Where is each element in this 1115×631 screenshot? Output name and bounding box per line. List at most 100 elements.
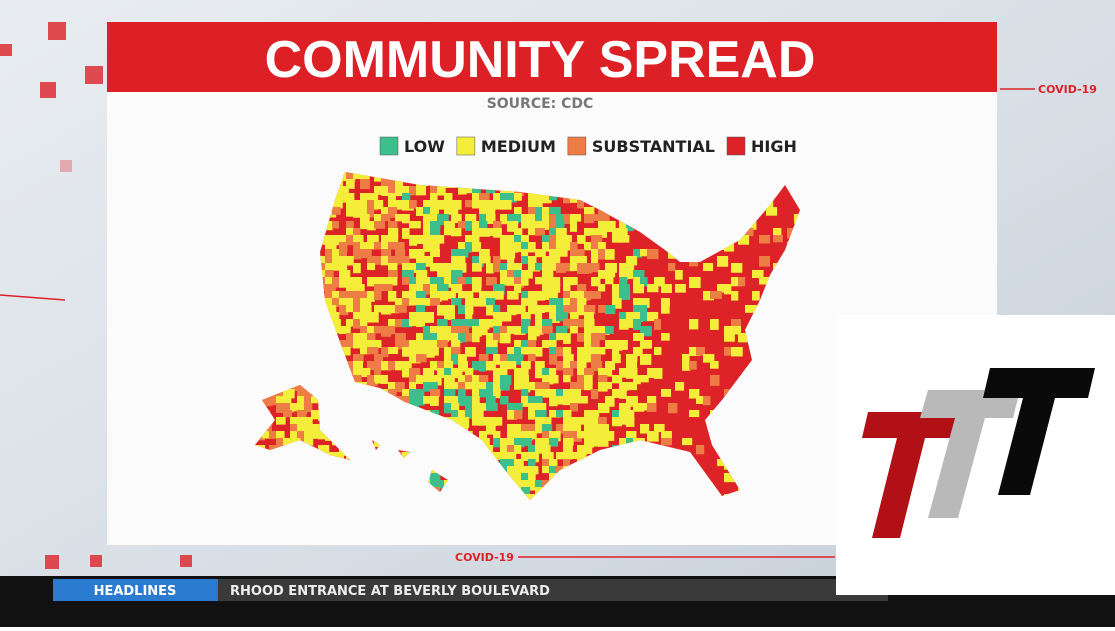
- county: [535, 228, 545, 236]
- county: [507, 214, 519, 224]
- county: [605, 326, 614, 334]
- county: [402, 263, 413, 273]
- county: [388, 277, 398, 286]
- county: [542, 431, 552, 441]
- county: [507, 438, 516, 448]
- county: [479, 326, 488, 336]
- county: [619, 382, 629, 391]
- county: [514, 480, 526, 490]
- county: [640, 424, 650, 434]
- county: [612, 354, 621, 364]
- county: [640, 403, 650, 411]
- county: [577, 284, 587, 292]
- county: [346, 256, 354, 266]
- county: [465, 403, 474, 414]
- county: [402, 186, 411, 196]
- county: [493, 221, 502, 232]
- county: [549, 410, 561, 418]
- county: [619, 284, 630, 294]
- county: [521, 466, 529, 475]
- county: [528, 459, 536, 469]
- county: [577, 368, 587, 376]
- county: [626, 361, 638, 370]
- county: [500, 396, 509, 405]
- county: [591, 347, 600, 355]
- county: [458, 249, 469, 258]
- county: [381, 207, 392, 216]
- county: [605, 431, 615, 441]
- county: [472, 361, 483, 371]
- county: [381, 347, 389, 358]
- county: [332, 291, 343, 301]
- county: [416, 340, 425, 349]
- county: [521, 424, 529, 432]
- county: [479, 298, 491, 307]
- county: [640, 305, 648, 313]
- county: [591, 354, 602, 365]
- county: [367, 277, 376, 287]
- county: [374, 368, 382, 378]
- county: [430, 473, 441, 484]
- county: [297, 410, 307, 420]
- county: [381, 242, 393, 250]
- county: [717, 284, 729, 293]
- county: [563, 242, 575, 251]
- county: [507, 270, 518, 279]
- county: [535, 410, 547, 420]
- county: [416, 256, 428, 265]
- county: [640, 298, 650, 308]
- county: [542, 277, 551, 286]
- county: [388, 256, 397, 265]
- county: [563, 431, 575, 439]
- county: [724, 473, 736, 483]
- county: [437, 319, 448, 330]
- county: [598, 431, 609, 441]
- county: [409, 368, 421, 376]
- county: [521, 389, 529, 399]
- county: [521, 221, 530, 229]
- county: [675, 270, 683, 280]
- county: [577, 319, 588, 328]
- county: [332, 249, 344, 258]
- county: [598, 333, 606, 341]
- county: [409, 347, 420, 355]
- county: [409, 221, 421, 229]
- county: [514, 228, 523, 236]
- county: [451, 382, 459, 390]
- county: [528, 382, 538, 391]
- county: [542, 235, 554, 243]
- county: [556, 249, 568, 257]
- county: [570, 221, 578, 232]
- county: [409, 291, 419, 301]
- county: [444, 312, 455, 320]
- county: [381, 375, 389, 384]
- county: [542, 466, 554, 474]
- county: [605, 340, 617, 349]
- county: [514, 466, 523, 476]
- county: [430, 263, 441, 272]
- county: [724, 284, 732, 295]
- county: [318, 263, 326, 273]
- county: [402, 291, 413, 299]
- county: [472, 375, 482, 386]
- county: [570, 319, 579, 328]
- county: [458, 277, 468, 285]
- county: [528, 494, 537, 500]
- county: [472, 326, 482, 337]
- county: [521, 249, 529, 258]
- county: [360, 326, 368, 337]
- county: [458, 263, 467, 273]
- county: [416, 298, 426, 309]
- county: [577, 256, 587, 267]
- county: [395, 186, 406, 197]
- county: [549, 396, 558, 407]
- county: [535, 263, 546, 271]
- county: [444, 382, 456, 393]
- county: [360, 312, 370, 320]
- county: [444, 228, 452, 236]
- county: [409, 382, 417, 391]
- county: [416, 312, 428, 322]
- county: [444, 396, 455, 405]
- county: [430, 396, 439, 406]
- county: [514, 340, 525, 351]
